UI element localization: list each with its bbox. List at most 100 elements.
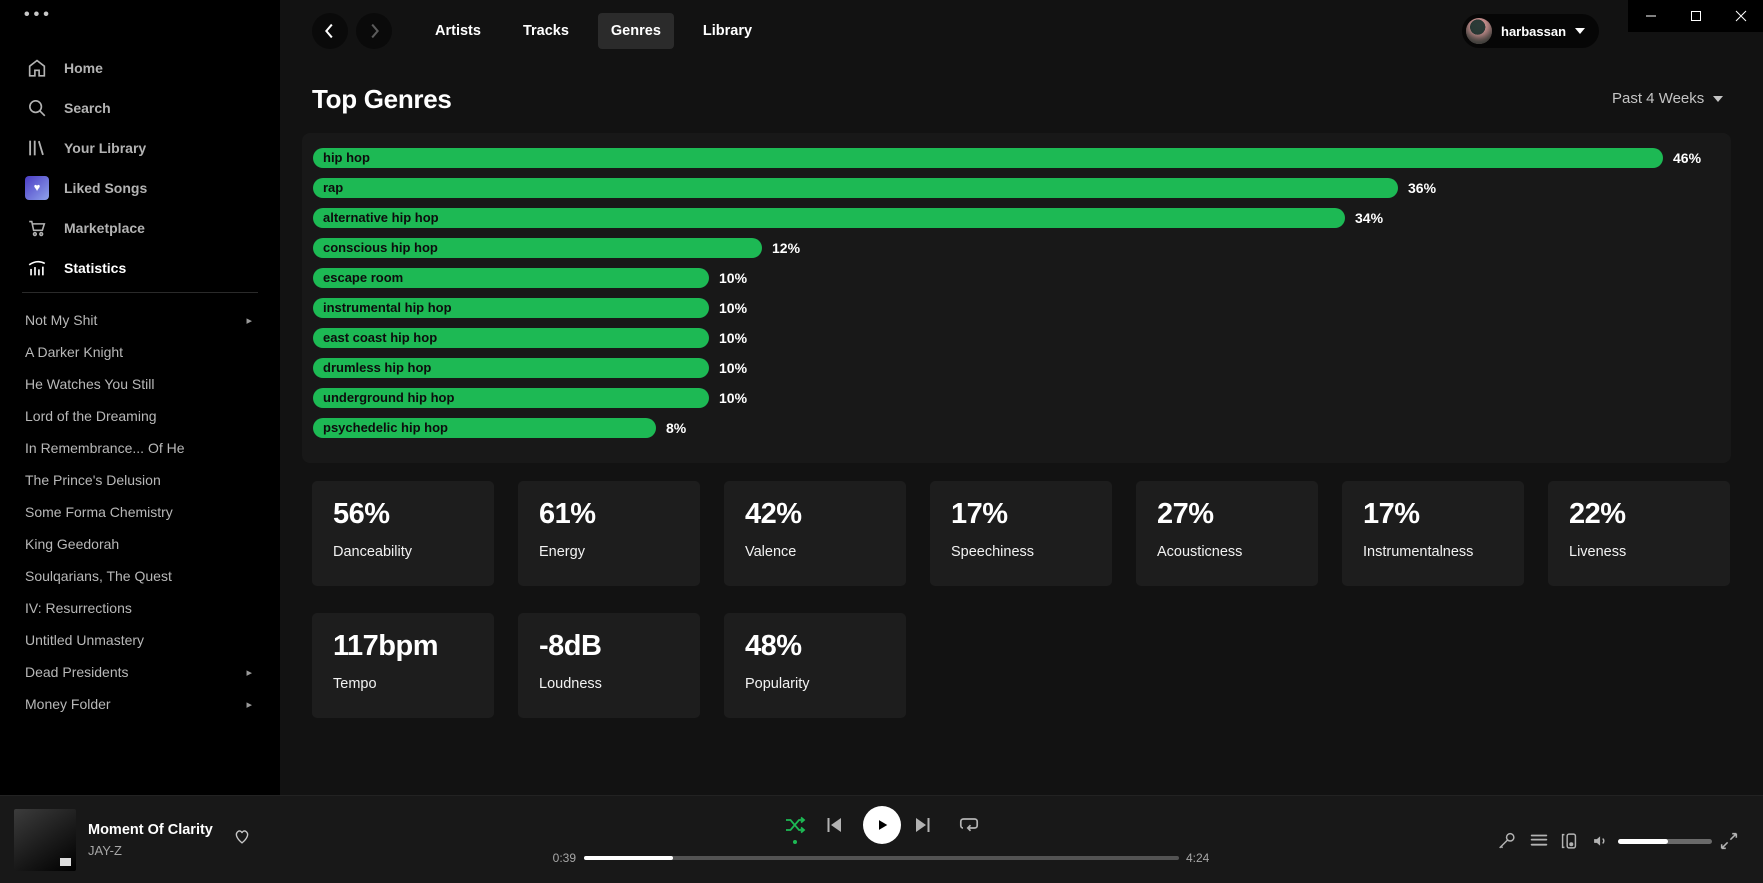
- lyrics-button[interactable]: [1496, 830, 1518, 852]
- track-title[interactable]: Moment Of Clarity: [88, 822, 213, 838]
- progress-bar[interactable]: [584, 856, 1179, 860]
- ellipsis-menu-icon[interactable]: •••: [24, 6, 53, 23]
- genre-value: 10%: [719, 390, 748, 406]
- genre-label: rap: [323, 180, 344, 195]
- stat-card-valence: 42% Valence: [724, 481, 906, 586]
- repeat-button[interactable]: [957, 813, 981, 837]
- time-range-selector[interactable]: Past 4 Weeks: [1612, 90, 1724, 107]
- stat-card-acousticness: 27% Acousticness: [1136, 481, 1318, 586]
- playlist-label: Not My Shit: [25, 312, 98, 328]
- sidebar-item-label: Home: [64, 60, 103, 76]
- playlist-item-a-darker-knight[interactable]: A Darker Knight: [0, 336, 280, 368]
- stat-label: Popularity: [745, 676, 810, 692]
- like-button[interactable]: [231, 825, 253, 847]
- stats-grid: 56% Danceability 61% Energy 42% Valence 17% Spe…: [312, 481, 1731, 718]
- sidebar-item-label: Search: [64, 100, 111, 116]
- tab-artists[interactable]: Artists: [422, 13, 494, 49]
- playlist-label: IV: Resurrections: [25, 600, 132, 616]
- stat-value: 117bpm: [333, 630, 439, 662]
- previous-button[interactable]: [822, 813, 846, 837]
- close-button[interactable]: [1718, 0, 1763, 32]
- tab-tracks[interactable]: Tracks: [510, 13, 582, 49]
- sidebar-item-statistics[interactable]: Statistics: [0, 248, 280, 288]
- sidebar-item-marketplace[interactable]: Marketplace: [0, 208, 280, 248]
- stat-card-energy: 61% Energy: [518, 481, 700, 586]
- volume-button[interactable]: [1590, 830, 1612, 852]
- fullscreen-icon: [1720, 832, 1738, 850]
- main-content: Artists Tracks Genres Library harbassan Top…: [280, 0, 1763, 795]
- player-bar: Moment Of Clarity JAY-Z 0:39 4:24: [0, 795, 1763, 883]
- connect-device-button[interactable]: [1558, 830, 1580, 852]
- forward-button[interactable]: [356, 13, 392, 49]
- tab-genres[interactable]: Genres: [597, 13, 674, 49]
- stat-card-loudness: -8dB Loudness: [518, 613, 700, 718]
- sidebar-item-label: Statistics: [64, 260, 127, 276]
- stat-card-liveness: 22% Liveness: [1548, 481, 1730, 586]
- chevron-right-icon: [371, 23, 379, 39]
- genre-bar-row: hip hop 46%: [313, 148, 1720, 168]
- genre-bar: escape room: [313, 268, 709, 288]
- playlist-label: King Geedorah: [25, 536, 120, 552]
- next-button[interactable]: [911, 813, 935, 837]
- playlist-item-he-watches-you-still[interactable]: He Watches You Still: [0, 368, 280, 400]
- track-artist[interactable]: JAY-Z: [88, 843, 122, 858]
- stat-card-danceability: 56% Danceability: [312, 481, 494, 586]
- playlist-item-king-geedorah[interactable]: King Geedorah: [0, 528, 280, 560]
- playlist-item-in-remembrance-of-he[interactable]: In Remembrance... Of He: [0, 432, 280, 464]
- window-controls: [1628, 0, 1763, 32]
- back-button[interactable]: [312, 13, 348, 49]
- shuffle-button[interactable]: [783, 813, 807, 837]
- stat-value: -8dB: [539, 630, 602, 662]
- genre-bar-row: escape room 10%: [313, 268, 1720, 288]
- playlist-label: The Prince's Delusion: [25, 472, 161, 488]
- maximize-button[interactable]: [1673, 0, 1718, 32]
- time-range-label: Past 4 Weeks: [1612, 90, 1705, 107]
- sidebar-item-search[interactable]: Search: [0, 88, 280, 128]
- chevron-right-icon: ▸: [246, 314, 252, 327]
- playlist-item-soulqarians-the-quest[interactable]: Soulqarians, The Quest: [0, 560, 280, 592]
- user-menu[interactable]: harbassan: [1462, 14, 1600, 48]
- page-title: Top Genres: [312, 84, 452, 114]
- genre-value: 12%: [772, 240, 801, 256]
- playlist-item-iv-resurrections[interactable]: IV: Resurrections: [0, 592, 280, 624]
- chevron-right-icon: ▸: [246, 698, 252, 711]
- playlist-item-not-my-shit[interactable]: Not My Shit ▸: [0, 304, 280, 336]
- sidebar-divider: [22, 292, 258, 293]
- playlist-label: Soulqarians, The Quest: [25, 568, 172, 584]
- playlist-label: In Remembrance... Of He: [25, 440, 185, 456]
- stat-value: 61%: [539, 498, 596, 530]
- playlist-item-lord-of-the-dreaming[interactable]: Lord of the Dreaming: [0, 400, 280, 432]
- stat-label: Acousticness: [1157, 544, 1243, 560]
- stat-label: Speechiness: [951, 544, 1035, 560]
- playlist-item-dead-presidents[interactable]: Dead Presidents ▸: [0, 656, 280, 688]
- playlist-label: He Watches You Still: [25, 376, 155, 392]
- playlist-item-untitled-unmastery[interactable]: Untitled Unmastery: [0, 624, 280, 656]
- genre-bar: instrumental hip hop: [313, 298, 709, 318]
- queue-button[interactable]: [1528, 830, 1550, 852]
- tab-library[interactable]: Library: [690, 13, 765, 49]
- sidebar-item-liked-songs[interactable]: ♥ Liked Songs: [0, 168, 280, 208]
- playlist-item-some-forma-chemistry[interactable]: Some Forma Chemistry: [0, 496, 280, 528]
- sidebar-item-your-library[interactable]: Your Library: [0, 128, 280, 168]
- stat-label: Loudness: [539, 676, 602, 692]
- chevron-left-icon: [325, 23, 333, 39]
- playlist-item-the-prince-s-delusion[interactable]: The Prince's Delusion: [0, 464, 280, 496]
- duration-time: 4:24: [1186, 851, 1210, 865]
- playlist-label: Dead Presidents: [25, 664, 129, 680]
- volume-fill: [1618, 839, 1668, 844]
- volume-slider[interactable]: [1618, 839, 1712, 844]
- device-icon: [1561, 833, 1577, 849]
- playlist-list: Not My Shit ▸ A Darker Knight He Watches Yo…: [0, 304, 280, 720]
- fullscreen-button[interactable]: [1718, 830, 1740, 852]
- sidebar-item-home[interactable]: Home: [0, 48, 280, 88]
- genre-value: 46%: [1673, 150, 1702, 166]
- playlist-item-money-folder[interactable]: Money Folder ▸: [0, 688, 280, 720]
- advisory-label: [60, 858, 71, 866]
- album-art[interactable]: [14, 809, 76, 871]
- previous-icon: [827, 818, 841, 832]
- genre-label: alternative hip hop: [323, 210, 439, 225]
- play-button[interactable]: [863, 806, 901, 844]
- genre-bar: alternative hip hop: [313, 208, 1345, 228]
- minimize-button[interactable]: [1628, 0, 1673, 32]
